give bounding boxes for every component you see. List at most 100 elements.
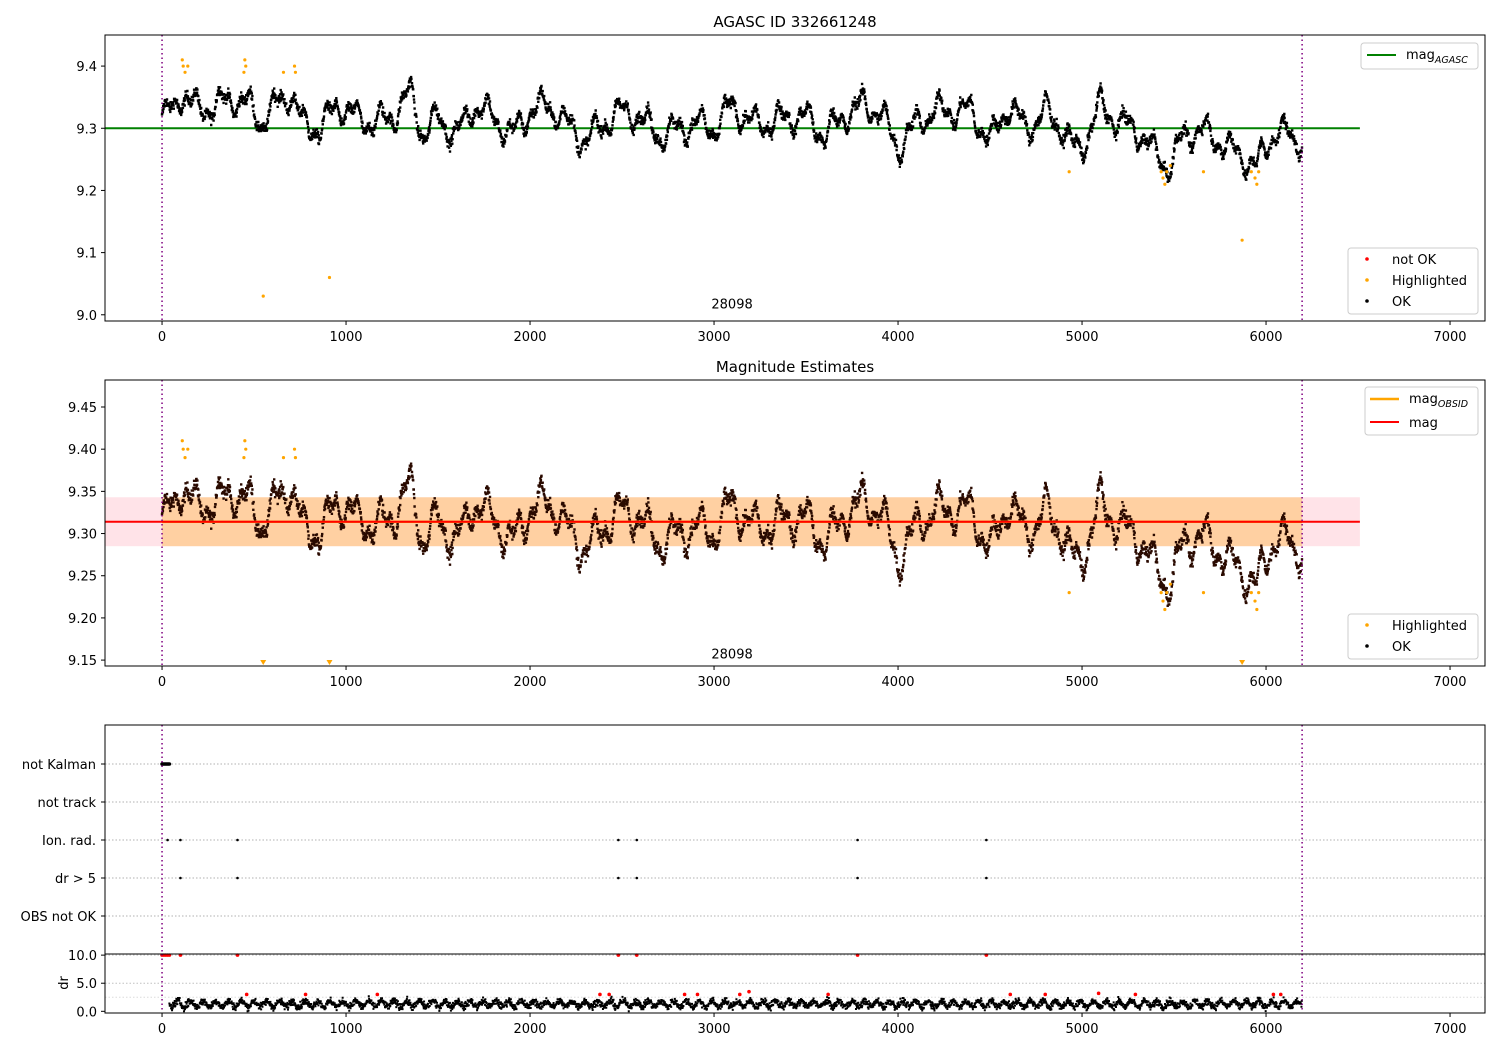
flag-point [236, 838, 239, 842]
flag-label: dr > 5 [55, 872, 96, 887]
flag-point [236, 876, 239, 880]
panel-magnitude-estimates: Magnitude Estimates 0 1000 2000 3000 4000 500… [68, 358, 1486, 690]
panel-agasc: AGASC ID 332661248 0 1000 2000 3000 4000 5000… [76, 13, 1486, 345]
highlighted-point [1255, 182, 1259, 186]
panel1-legend-points: not OK Highlighted OK [1347, 247, 1479, 315]
highlighted-point [327, 275, 332, 280]
ok-points [160, 75, 1304, 183]
x-tick-label: 1000 [329, 1022, 362, 1037]
highlighted-point [186, 64, 190, 68]
dr-bad-point [682, 992, 687, 997]
highlighted-point [1163, 182, 1167, 186]
dr-bad-point [303, 992, 308, 997]
panel2-annotation: 28098 [711, 648, 752, 663]
legend-marker-ok [1365, 299, 1369, 303]
highlighted-point [1165, 591, 1169, 595]
panel4-ylabel: dr [57, 976, 72, 990]
y-tick-label: 9.40 [68, 443, 97, 458]
highlighted-point [1067, 170, 1071, 174]
legend-label-ok-2: OK [1392, 640, 1411, 655]
y-tick-label: 0.0 [76, 1005, 97, 1020]
highlighted-point [292, 64, 297, 68]
highlighted-point [242, 70, 246, 74]
panel1-annotation: 28098 [711, 298, 752, 313]
highlighted-point [242, 456, 246, 460]
legend-marker-highlighted-2 [1365, 623, 1369, 627]
highlighted-point [244, 447, 248, 451]
highlighted-point [293, 456, 298, 460]
flag-point [179, 838, 182, 842]
dr-bad-point [607, 992, 611, 997]
panel1-title: AGASC ID 332661248 [713, 13, 876, 31]
highlighted-point [1161, 599, 1165, 603]
legend-marker-not-ok [1365, 257, 1369, 261]
x-tick-label: 4000 [881, 675, 914, 690]
highlighted-point [1257, 591, 1261, 595]
legend-label-highlighted: Highlighted [1392, 274, 1467, 289]
dr-bad-point [1278, 992, 1283, 997]
highlighted-point [1253, 176, 1257, 180]
highlighted-point [243, 58, 247, 62]
y-tick-label: 9.1 [76, 247, 97, 262]
y-tick-label: 9.15 [68, 654, 97, 669]
panel-dr: 0 1000 2000 3000 4000 5000 6000 70000.05.010.0 … [57, 949, 1486, 1037]
y-tick-label: 9.4 [76, 60, 97, 75]
y-tick-label: 9.20 [68, 612, 97, 627]
y-tick-label: 9.35 [68, 485, 97, 500]
x-tick-label: 0 [158, 1022, 166, 1037]
highlighted-point [183, 70, 187, 74]
x-tick-label: 1000 [329, 330, 362, 345]
highlighted-point [1067, 591, 1071, 595]
panel2-legend-points: Highlighted OK [1347, 613, 1479, 660]
x-tick-label: 5000 [1065, 675, 1098, 690]
y-tick-label: 9.25 [68, 570, 97, 585]
highlighted-point [1201, 591, 1206, 595]
legend-marker-ok-2 [1365, 644, 1369, 648]
x-tick-label: 4000 [881, 330, 914, 345]
svg-text:magOBSID: magOBSID [1409, 392, 1468, 410]
y-tick-label: 9.0 [76, 309, 97, 324]
y-tick-label: 9.30 [68, 528, 97, 543]
out-of-range-marker [326, 660, 333, 665]
legend-label-mag: mag [1409, 416, 1438, 431]
flag-label: not Kalman [22, 758, 96, 773]
x-tick-label: 6000 [1249, 675, 1282, 690]
legend-label-mag-agasc: mag [1406, 48, 1435, 63]
panel1-frame [104, 34, 1486, 322]
dr-bad-point [244, 992, 249, 997]
x-tick-label: 7000 [1433, 330, 1466, 345]
y-tick-label: 9.2 [76, 184, 97, 199]
dr-bad-point [1096, 991, 1101, 996]
panel2-legend-lines: magOBSID mag [1364, 386, 1479, 436]
flag-point [856, 838, 859, 842]
highlighted-point [1249, 170, 1253, 174]
x-tick-label: 2000 [513, 1022, 546, 1037]
x-tick-label: 2000 [513, 330, 546, 345]
dr-points [168, 995, 1303, 1013]
highlighted-point [1257, 170, 1261, 174]
legend-sub-agasc: AGASC [1434, 55, 1468, 66]
x-tick-label: 7000 [1433, 675, 1466, 690]
x-tick-label: 1000 [329, 675, 362, 690]
flag-point [617, 876, 620, 880]
x-tick-label: 6000 [1249, 1022, 1282, 1037]
highlighted-point [293, 70, 298, 74]
y-tick-label: 9.45 [68, 401, 97, 416]
highlighted-point [1168, 163, 1172, 168]
highlighted-point [1168, 582, 1172, 586]
flag-point [985, 838, 988, 842]
x-tick-label: 5000 [1065, 330, 1098, 345]
dr-bad-point [1271, 992, 1276, 997]
highlighted-point [183, 456, 187, 460]
legend-label-mag-obsid: mag [1409, 392, 1438, 407]
flag-label: OBS not OK [21, 910, 97, 925]
dr-bad-point [738, 992, 742, 997]
dr-bad-point [598, 992, 602, 997]
x-tick-label: 3000 [697, 330, 730, 345]
x-tick-label: 5000 [1065, 1022, 1098, 1037]
highlighted-point [292, 447, 297, 451]
dr-bad-point [1043, 992, 1048, 997]
highlighted-point [1240, 238, 1244, 242]
highlighted-point [281, 70, 286, 74]
